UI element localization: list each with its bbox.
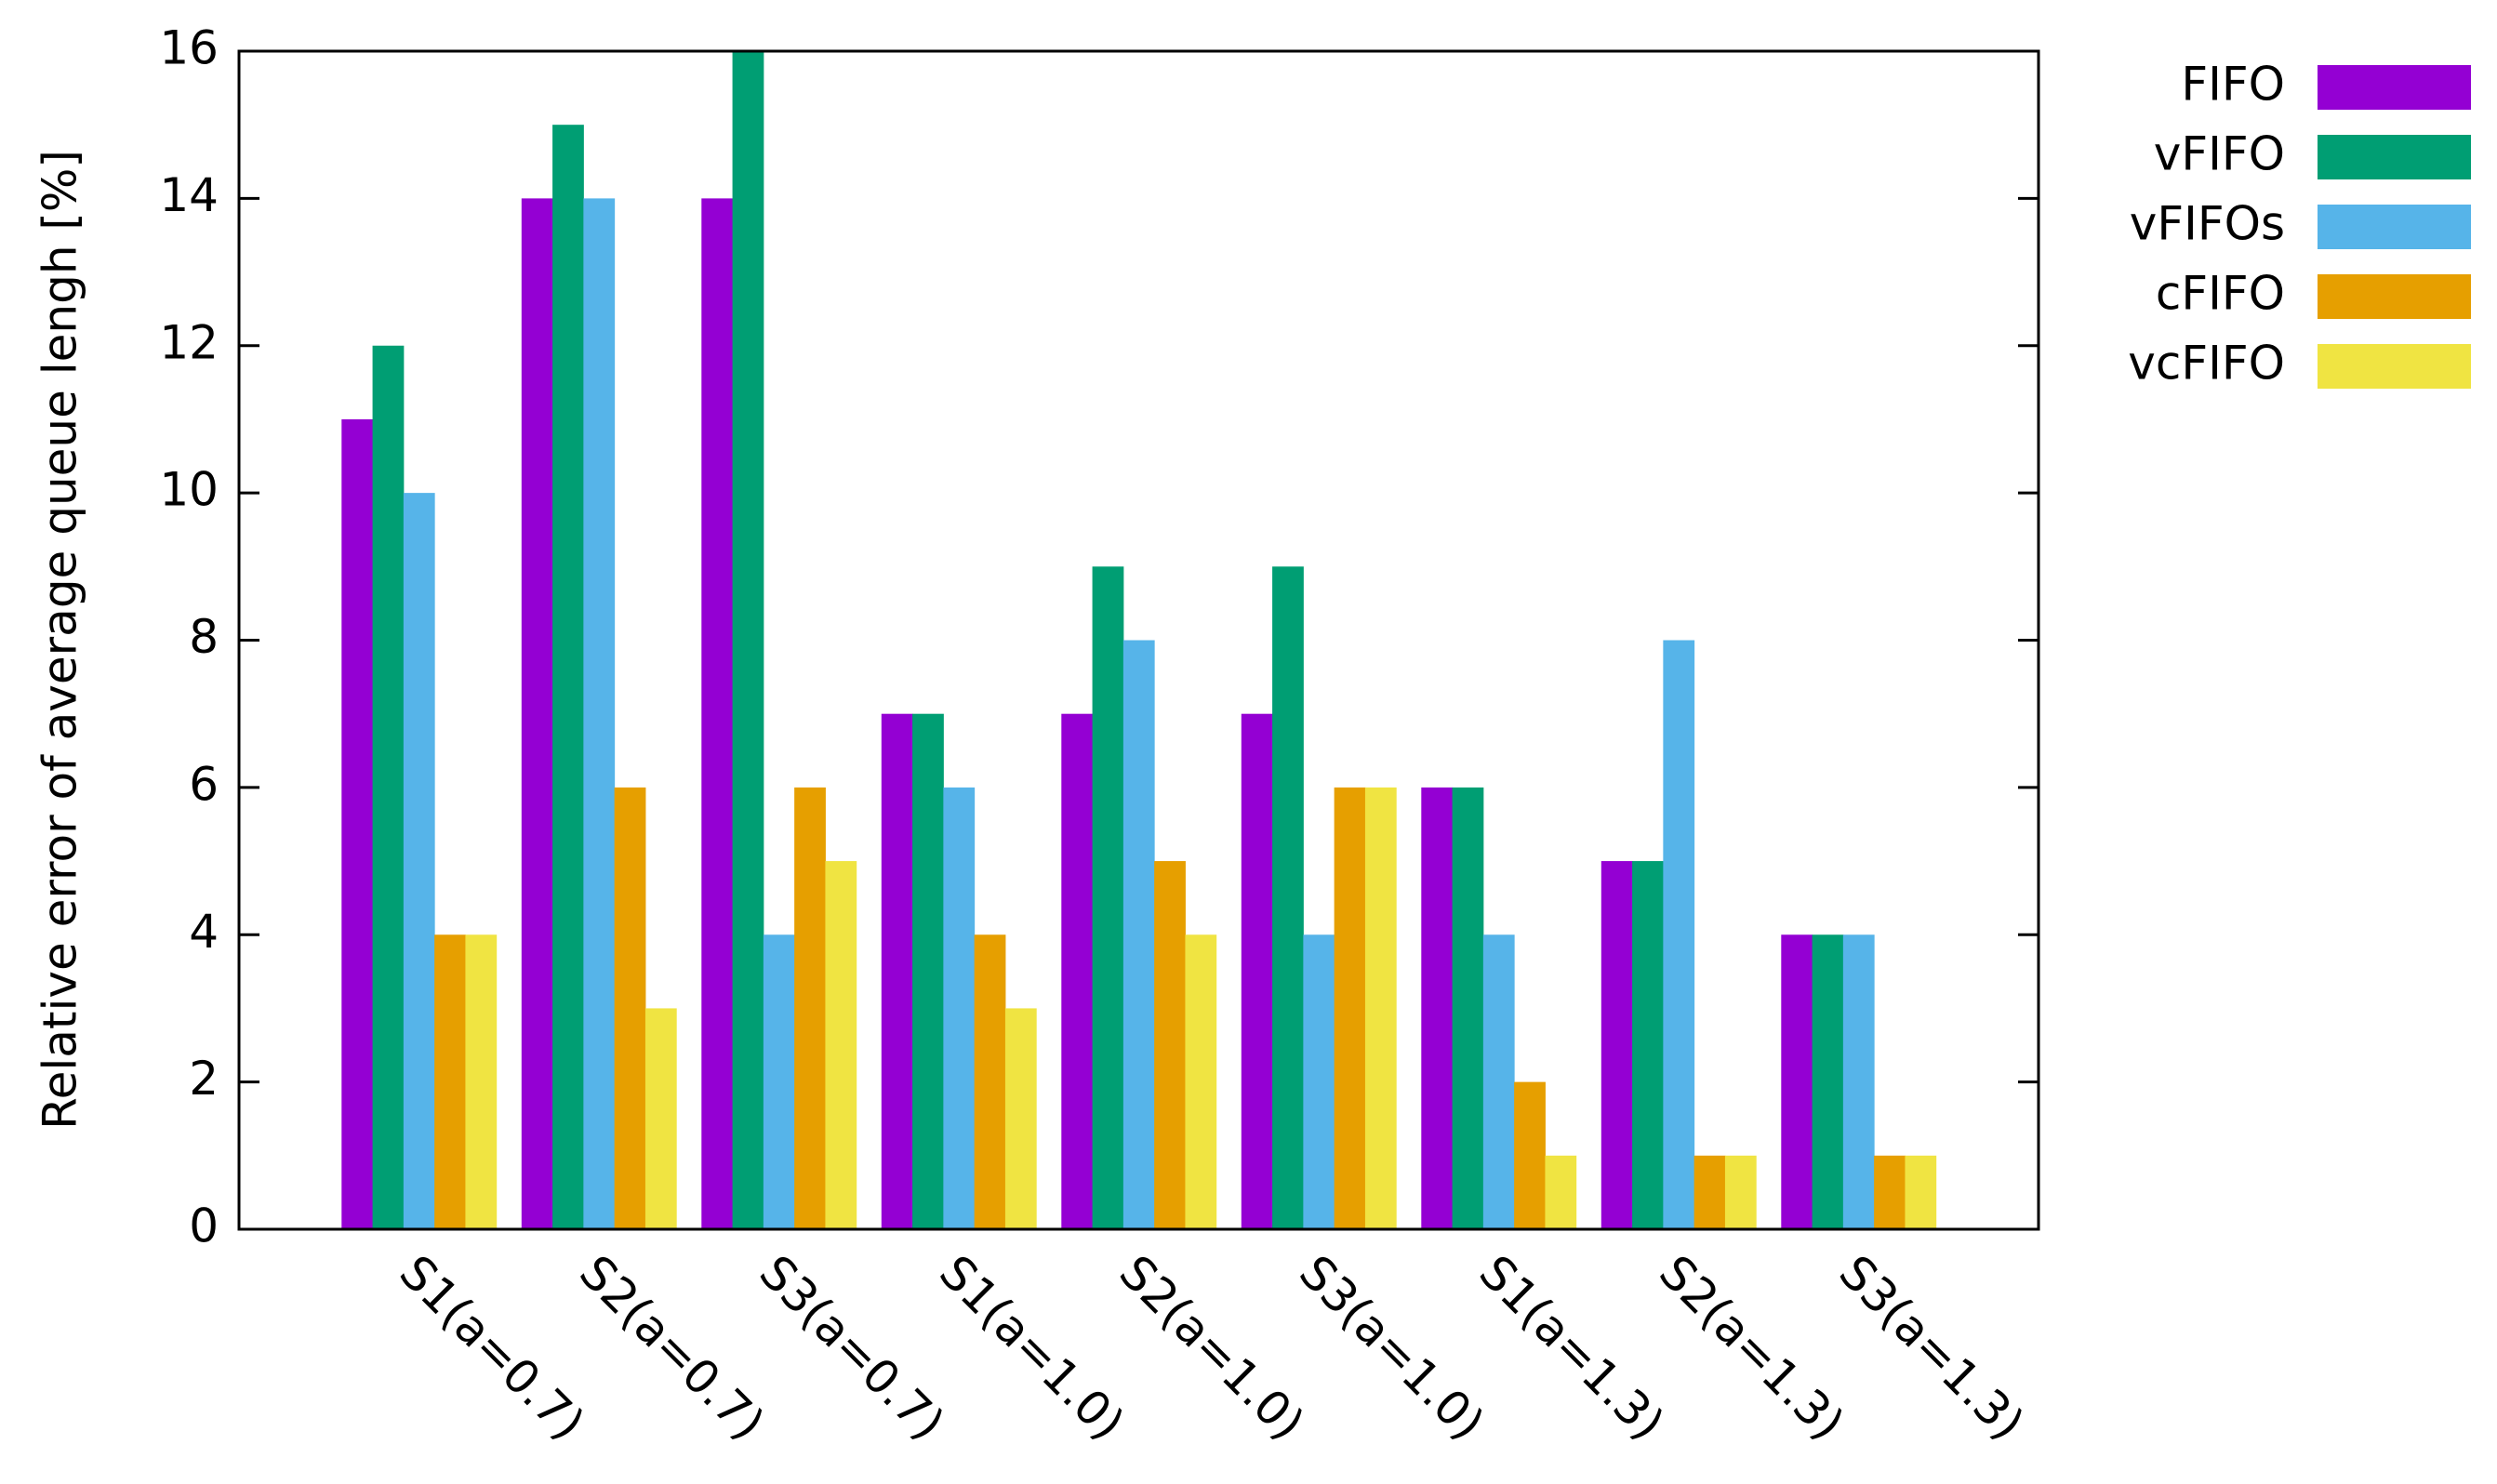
bar — [1303, 934, 1335, 1229]
bar — [1514, 1081, 1546, 1229]
x-tick-label: S3(a=0.7) — [749, 1245, 954, 1451]
bar — [372, 345, 405, 1229]
bar — [583, 198, 616, 1229]
bar — [1724, 1155, 1757, 1229]
bar — [943, 787, 976, 1229]
legend-label: cFIFO — [2156, 267, 2285, 321]
x-tick-label: S2(a=1.0) — [1109, 1245, 1314, 1451]
x-tick-label: S1(a=1.0) — [929, 1245, 1135, 1451]
legend-label: vFIFOs — [2130, 197, 2285, 251]
y-tick-label: 16 — [159, 21, 219, 75]
legend-swatch — [2318, 205, 2471, 249]
legend-label: vcFIFO — [2128, 337, 2285, 391]
x-tick-label: S1(a=0.7) — [389, 1245, 594, 1451]
legend-label: FIFO — [2181, 58, 2285, 112]
legend-swatch — [2318, 274, 2471, 319]
bar — [1364, 787, 1397, 1229]
y-axis-label: Relative error of average queue lengh [%… — [33, 150, 87, 1130]
bar — [1061, 713, 1094, 1229]
bar — [1092, 566, 1124, 1229]
y-tick-label: 6 — [189, 757, 219, 811]
bar — [1482, 934, 1515, 1229]
bar — [1421, 787, 1454, 1229]
bar — [1781, 934, 1813, 1229]
bar — [1812, 934, 1844, 1229]
y-tick-label: 8 — [189, 610, 219, 664]
legend-label: vFIFO — [2154, 127, 2285, 181]
bar — [1004, 1008, 1037, 1229]
bar — [403, 493, 435, 1229]
y-tick-label: 0 — [189, 1199, 219, 1253]
y-tick-label: 12 — [159, 315, 219, 369]
bar — [912, 713, 944, 1229]
bar — [732, 51, 764, 1229]
bar — [1600, 861, 1633, 1229]
bar — [1693, 1155, 1726, 1229]
bar — [521, 198, 553, 1229]
bar — [1122, 640, 1155, 1229]
y-tick-label: 2 — [189, 1052, 219, 1106]
bar — [794, 787, 826, 1229]
plot-frame — [237, 49, 2040, 1231]
bar — [1663, 640, 1695, 1229]
y-tick-label: 4 — [189, 905, 219, 959]
bar — [763, 934, 795, 1229]
legend-swatch — [2318, 135, 2471, 179]
x-tick-label: S2(a=0.7) — [569, 1245, 775, 1451]
bar — [1272, 566, 1304, 1229]
bar — [1905, 1155, 1937, 1229]
x-tick-label: S3(a=1.3) — [1828, 1245, 2034, 1451]
bar — [1452, 787, 1484, 1229]
bar — [1241, 713, 1273, 1229]
y-tick-label: 10 — [159, 463, 219, 517]
y-tick-label: 14 — [159, 168, 219, 222]
bar — [1185, 934, 1217, 1229]
legend-swatch — [2318, 65, 2471, 110]
bar — [1874, 1155, 1906, 1229]
bar — [974, 934, 1006, 1229]
bar — [434, 934, 466, 1229]
bar — [1154, 861, 1186, 1229]
bar — [881, 713, 913, 1229]
bar — [1632, 861, 1664, 1229]
bar — [341, 418, 374, 1229]
bar — [552, 125, 584, 1229]
bar — [1842, 934, 1875, 1229]
legend-swatch — [2318, 344, 2471, 389]
x-tick-label: S3(a=1.0) — [1289, 1245, 1494, 1451]
bar — [701, 198, 734, 1229]
bar — [644, 1008, 677, 1229]
bar — [825, 861, 857, 1229]
bar — [1334, 787, 1366, 1229]
bar — [465, 934, 498, 1229]
bar — [1545, 1155, 1577, 1229]
x-tick-label: S1(a=1.3) — [1468, 1245, 1674, 1451]
bar — [614, 787, 646, 1229]
x-tick-label: S2(a=1.3) — [1649, 1245, 1854, 1451]
